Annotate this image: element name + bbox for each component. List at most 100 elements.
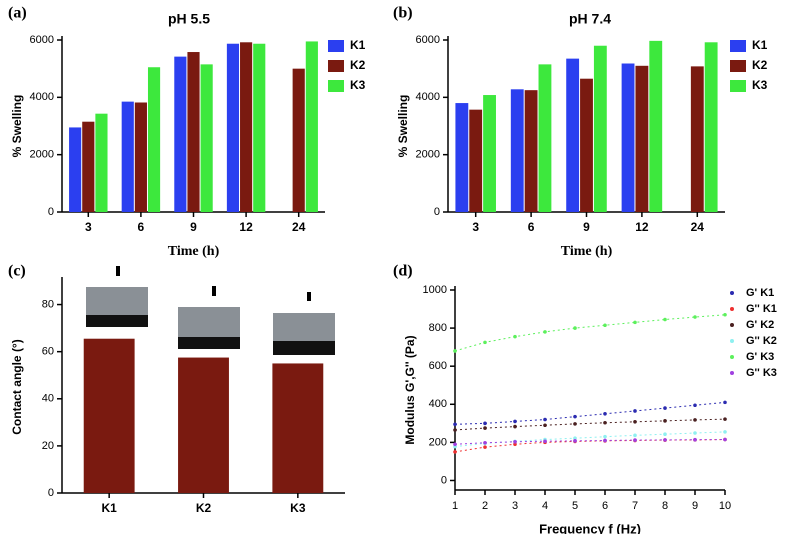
- y-tick-label: 80: [42, 298, 54, 310]
- chart-title: pH 5.5: [168, 11, 210, 27]
- legend-marker: [730, 371, 734, 375]
- x-tick-label: 9: [692, 500, 698, 512]
- bar: [178, 357, 229, 493]
- legend-marker: [730, 355, 734, 359]
- legend-marker: [730, 323, 734, 327]
- bar: [253, 43, 266, 212]
- data-point: [603, 420, 607, 425]
- data-point: [693, 431, 697, 435]
- x-tick-label: 24: [691, 220, 705, 234]
- y-tick-label: 400: [429, 398, 447, 410]
- data-point: [543, 330, 547, 334]
- bar: [483, 95, 496, 212]
- data-point: [723, 400, 727, 405]
- x-tick-label: 9: [190, 220, 197, 234]
- x-tick-label: 7: [632, 500, 638, 512]
- data-point: [663, 432, 667, 436]
- data-point: [453, 422, 457, 427]
- bar: [134, 102, 147, 212]
- x-tick-label: K2: [196, 501, 212, 515]
- y-tick-label: 0: [48, 206, 54, 218]
- droplet-images: [86, 266, 335, 355]
- bar: [469, 109, 483, 212]
- data-point: [723, 437, 727, 442]
- legend-marker: [730, 291, 734, 295]
- legend-label: K1: [350, 38, 366, 52]
- x-tick-label: 6: [138, 220, 145, 234]
- chart-title: pH 7.4: [569, 11, 611, 27]
- data-point: [693, 315, 697, 319]
- legend-label: G' K1: [746, 287, 774, 299]
- x-axis-label: Time (h): [168, 244, 220, 259]
- legend-label: K2: [350, 58, 366, 72]
- data-point: [483, 426, 487, 430]
- bar: [593, 45, 607, 212]
- bar: [83, 338, 135, 493]
- series-line: [454, 439, 726, 453]
- bar: [200, 64, 213, 212]
- bar: [69, 127, 82, 212]
- y-tick-label: 4000: [416, 91, 440, 103]
- y-tick-label: 20: [42, 440, 54, 452]
- x-tick-label: 6: [528, 220, 535, 234]
- y-tick-label: 4000: [30, 91, 54, 103]
- y-axis-label: Contact angle (°): [10, 339, 24, 434]
- series-line: [454, 418, 726, 431]
- series-line: [454, 439, 726, 445]
- data-point: [483, 421, 487, 426]
- data-point: [573, 414, 577, 419]
- x-tick-label: 1: [452, 500, 458, 512]
- data-point: [483, 445, 487, 449]
- data-point: [663, 438, 667, 442]
- data-point: [483, 340, 487, 345]
- data-point: [543, 417, 547, 422]
- data-point: [723, 417, 727, 421]
- series-line: [454, 401, 726, 425]
- x-tick-label: K1: [101, 501, 117, 515]
- data-point: [513, 440, 517, 444]
- bar: [649, 40, 663, 212]
- legend-label: G' K2: [746, 319, 774, 331]
- data-point: [603, 323, 607, 328]
- data-point: [693, 437, 697, 442]
- data-point: [663, 406, 667, 410]
- x-tick-label: 10: [719, 500, 731, 512]
- bar: [305, 41, 318, 212]
- data-point: [723, 312, 727, 317]
- y-tick-label: 6000: [30, 34, 54, 46]
- legend-label: G'' K3: [746, 367, 777, 379]
- data-point: [483, 440, 487, 445]
- bar: [147, 67, 161, 212]
- x-tick-label: 3: [512, 500, 518, 512]
- panel-label: (c): [8, 263, 26, 280]
- data-point: [573, 422, 577, 426]
- legend-label: K3: [350, 78, 366, 92]
- panel-label: (d): [393, 263, 413, 280]
- data-point: [543, 439, 547, 444]
- x-tick-label: 12: [635, 220, 649, 234]
- legend-swatch: [730, 60, 746, 72]
- data-point: [513, 419, 517, 424]
- data-point: [513, 424, 517, 429]
- bar: [635, 65, 649, 212]
- bar: [690, 66, 704, 212]
- legend-label: K3: [752, 78, 768, 92]
- bar: [455, 103, 469, 212]
- data-point: [453, 442, 457, 447]
- y-axis-label: % Swelling: [10, 95, 24, 158]
- data-point: [513, 442, 517, 447]
- data-point: [573, 436, 577, 440]
- y-tick-label: 600: [429, 360, 447, 372]
- bar: [538, 64, 552, 212]
- y-tick-label: 40: [42, 393, 54, 405]
- bar: [510, 89, 524, 212]
- bar: [580, 78, 593, 212]
- data-point: [633, 409, 637, 413]
- y-tick-label: 60: [42, 346, 54, 358]
- y-tick-label: 800: [429, 322, 447, 334]
- data-point: [453, 428, 457, 432]
- series-line: [454, 314, 726, 352]
- data-point: [603, 434, 607, 439]
- y-tick-label: 1000: [423, 284, 447, 296]
